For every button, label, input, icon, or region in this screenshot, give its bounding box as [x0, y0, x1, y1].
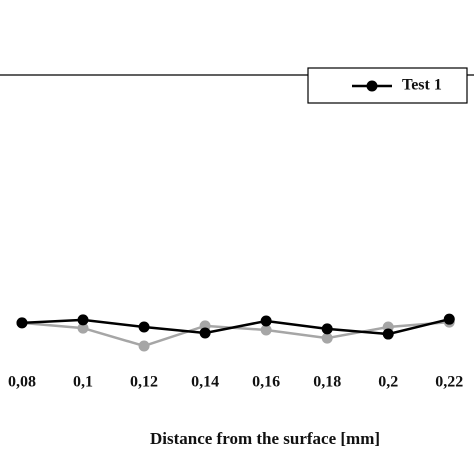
- legend-marker: [366, 80, 378, 92]
- data-point: [138, 321, 150, 333]
- data-point: [321, 323, 333, 335]
- x-tick-label: 0,08: [8, 374, 36, 391]
- data-point: [138, 340, 150, 352]
- legend-label: Test 1: [402, 77, 442, 94]
- x-tick-label: 0,16: [252, 374, 280, 391]
- x-tick-label: 0,18: [313, 374, 341, 391]
- x-tick-label: 0,2: [378, 374, 398, 391]
- data-point: [199, 327, 211, 339]
- data-point: [260, 324, 272, 336]
- data-point: [77, 322, 89, 334]
- data-point: [16, 317, 28, 329]
- x-tick-label: 0,14: [191, 374, 219, 391]
- series-line: [21, 317, 450, 336]
- x-axis-label: Distance from the surface [mm]: [150, 429, 380, 448]
- x-tick-label: 0,1: [73, 374, 93, 391]
- data-point: [382, 328, 394, 340]
- x-tick-label: 0,22: [435, 374, 463, 391]
- data-point: [443, 313, 455, 325]
- x-tick-label: 0,12: [130, 374, 158, 391]
- data-point: [321, 332, 333, 344]
- data-point: [260, 315, 272, 327]
- data-point: [77, 314, 89, 326]
